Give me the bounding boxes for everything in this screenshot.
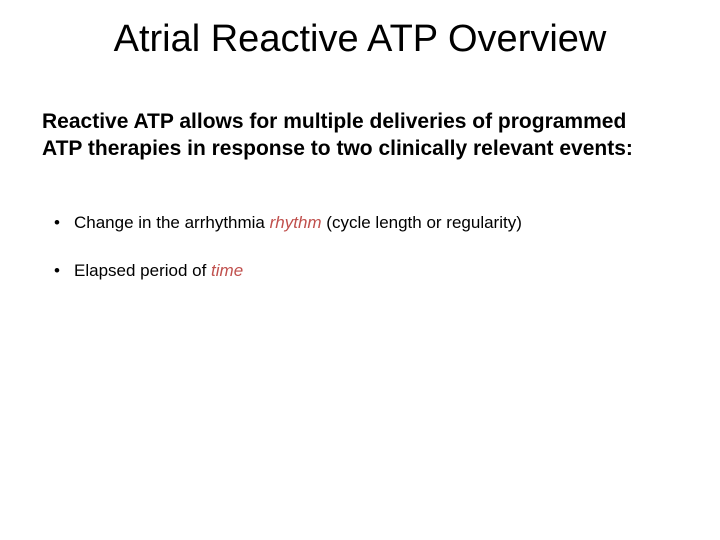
slide-title: Atrial Reactive ATP Overview	[0, 18, 720, 61]
intro-paragraph: Reactive ATP allows for multiple deliver…	[42, 108, 652, 163]
bullet-pre: Elapsed period of	[74, 261, 211, 280]
bullet-highlight: time	[211, 261, 243, 280]
bullet-highlight: rhythm	[270, 213, 322, 232]
bullet-pre: Change in the arrhythmia	[74, 213, 270, 232]
bullet-dot-icon: •	[54, 260, 74, 282]
bullet-item: • Change in the arrhythmia rhythm (cycle…	[54, 212, 654, 234]
bullet-post: (cycle length or regularity)	[322, 213, 522, 232]
slide: Atrial Reactive ATP Overview Reactive AT…	[0, 0, 720, 540]
bullet-text: Elapsed period of time	[74, 260, 243, 282]
bullet-item: • Elapsed period of time	[54, 260, 654, 282]
bullet-text: Change in the arrhythmia rhythm (cycle l…	[74, 212, 522, 234]
bullet-dot-icon: •	[54, 212, 74, 234]
bullet-list: • Change in the arrhythmia rhythm (cycle…	[54, 212, 654, 308]
